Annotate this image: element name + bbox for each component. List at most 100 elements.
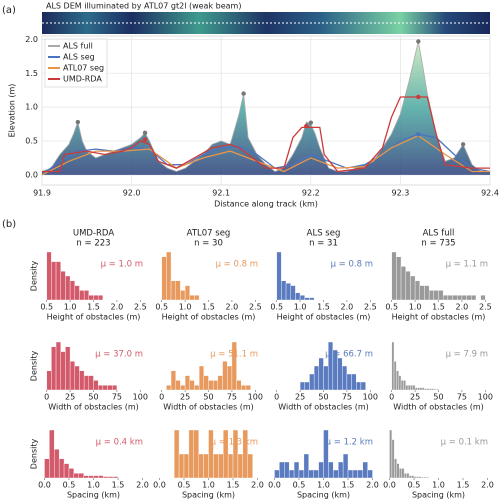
bar	[194, 385, 200, 391]
bar	[298, 469, 305, 479]
bar	[367, 469, 373, 479]
annotation: μ = 0.8 m	[331, 260, 373, 270]
bar	[102, 385, 108, 391]
bar	[93, 475, 99, 479]
bar	[405, 271, 411, 301]
marker	[304, 123, 309, 129]
bar	[362, 461, 368, 479]
x-tick-label: 25	[65, 393, 75, 402]
bar	[351, 373, 357, 391]
bar	[457, 295, 463, 301]
panel-label: (a)	[2, 5, 16, 16]
x-tick-label: 100	[133, 393, 148, 402]
bar	[83, 290, 90, 301]
x-axis-label: Height of obstacles (m)	[277, 313, 371, 322]
x-tick-label: 1.0	[87, 481, 100, 490]
bar	[403, 473, 407, 479]
y-tick-label: 1.0	[25, 103, 38, 112]
x-tick-label: 50	[318, 393, 328, 402]
bar	[303, 453, 309, 479]
line	[41, 134, 490, 176]
x-tick-label: 2.0	[226, 303, 239, 312]
x-tick-label: 0.5	[293, 481, 306, 490]
panel-label: (b)	[2, 219, 16, 230]
bar	[170, 280, 176, 301]
x-tick-label: 75	[457, 393, 467, 402]
y-tick-label: 0.5	[25, 136, 38, 145]
bar	[74, 285, 80, 301]
x-tick-label: 2.5	[364, 303, 377, 312]
x-tick-label: 1.0	[409, 303, 422, 312]
bar	[352, 469, 359, 479]
bar	[424, 388, 427, 391]
x-axis-label: Distance along track (km)	[214, 200, 318, 209]
line	[42, 96, 490, 173]
legend-label: ALS seg	[63, 53, 95, 62]
bar	[304, 381, 310, 391]
bar	[398, 375, 402, 391]
x-tick-label: 2.0	[136, 481, 149, 490]
bar	[342, 453, 349, 479]
bar	[421, 476, 424, 479]
bar	[88, 295, 94, 301]
bar	[399, 468, 402, 479]
marker	[75, 119, 81, 125]
bar	[471, 295, 477, 301]
annotation: μ = 0.4 km	[96, 438, 143, 448]
bar	[288, 469, 295, 479]
bar	[431, 388, 435, 391]
bar	[55, 341, 61, 391]
bar	[69, 361, 75, 391]
y-tick-label: 1.5	[25, 69, 38, 78]
y-tick-label: 0.0	[25, 170, 38, 179]
bar	[217, 375, 223, 391]
bar	[51, 261, 57, 301]
bar	[309, 373, 315, 391]
x-tick-label: 92.1	[212, 189, 230, 198]
x-tick-label: 2.5	[479, 303, 492, 312]
bar	[452, 295, 458, 301]
x-tick-label: 0.0	[268, 481, 281, 490]
bar	[424, 285, 430, 301]
bar	[413, 476, 417, 479]
bar	[309, 297, 315, 301]
column-subtitle: n = 31	[309, 239, 338, 249]
bar	[421, 387, 425, 391]
x-axis-label: Width of obstacles (m)	[278, 403, 369, 412]
bar	[98, 475, 104, 479]
bar	[183, 453, 190, 479]
bar	[396, 370, 399, 391]
x-tick-label: 1.0	[202, 481, 215, 490]
bar	[93, 380, 99, 391]
bar	[222, 361, 228, 391]
bar	[203, 453, 209, 479]
x-tick-label: 2.0	[456, 303, 469, 312]
x-tick-label: 2.0	[111, 303, 124, 312]
bar	[417, 387, 420, 391]
x-tick-label: 75	[342, 393, 352, 402]
x-tick-label: 100	[363, 393, 378, 402]
bar	[394, 458, 398, 479]
bar	[79, 370, 85, 391]
bar	[180, 385, 186, 391]
x-tick-label: 92.3	[391, 189, 409, 198]
bar	[227, 365, 233, 391]
bar	[433, 388, 437, 391]
legend-label: ATL07 seg	[63, 64, 104, 73]
marker	[416, 39, 421, 44]
bar	[407, 385, 411, 391]
bar	[97, 385, 104, 391]
x-tick-label: 91.9	[33, 189, 51, 198]
bar	[65, 275, 71, 301]
bar	[49, 429, 55, 479]
bar	[318, 461, 324, 479]
bar	[79, 290, 85, 301]
annotation: μ = 0.1 km	[441, 438, 488, 448]
bar	[428, 388, 432, 391]
bar	[414, 387, 418, 391]
x-tick-label: 2.0	[341, 303, 354, 312]
bar	[161, 256, 167, 301]
bar	[88, 475, 94, 479]
bar	[68, 468, 75, 479]
